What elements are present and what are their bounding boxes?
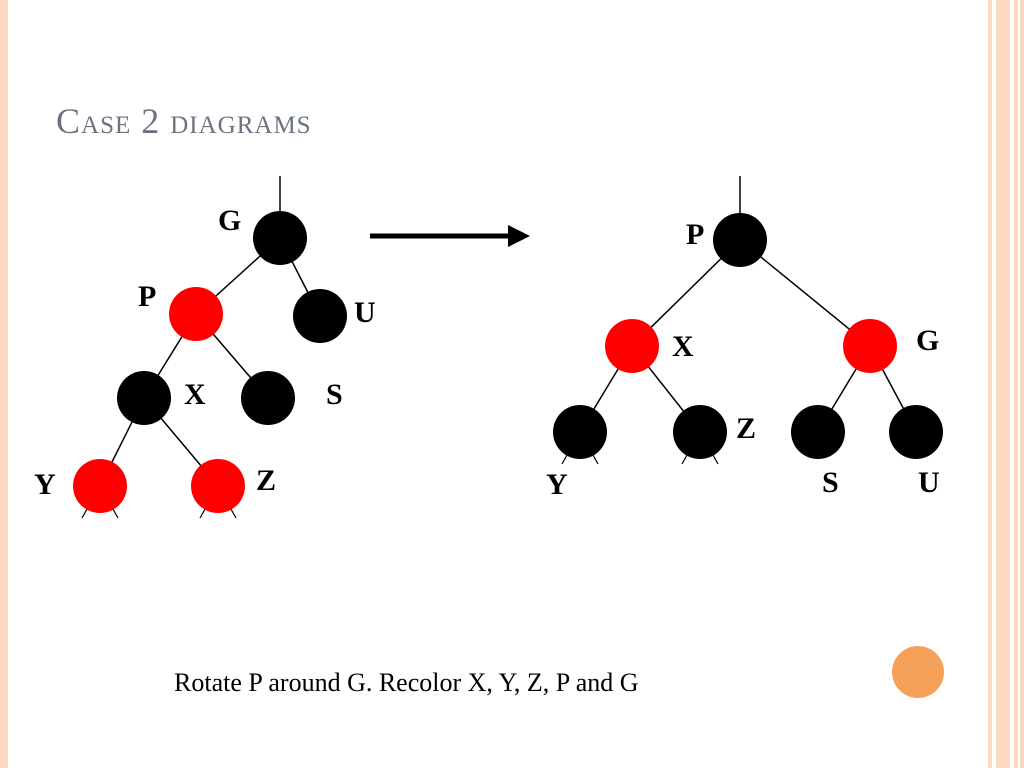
right-tree-node-S [791,405,845,459]
right-tree-node-U [889,405,943,459]
right-tree-label-Z: Z [736,412,756,445]
left-tree-label-Z: Z [256,464,276,497]
diagram-canvas: G P U X S Y Z P X G Y Z S U [0,0,1024,768]
left-tree-label-S: S [326,378,343,411]
right-tree-node-Z [673,405,727,459]
left-tree-label-X: X [184,378,206,411]
left-tree-node-X [117,371,171,425]
right-tree-label-U: U [918,466,940,499]
left-tree-label-G: G [218,204,241,237]
left-tree-node-Y [73,459,127,513]
right-tree-node-X [605,319,659,373]
right-tree-node-P [713,213,767,267]
right-tree-label-P: P [686,218,704,251]
left-tree-label-P: P [138,280,156,313]
left-tree-label-Y: Y [34,468,56,501]
left-tree-node-S [241,371,295,425]
right-tree-label-S: S [822,466,839,499]
left-tree-label-U: U [354,296,376,329]
right-tree-node-G [843,319,897,373]
transform-arrow-head [508,225,530,247]
left-tree-node-G [253,211,307,265]
right-tree-label-Y: Y [546,468,568,501]
left-tree-node-P [169,287,223,341]
right-tree-label-G: G [916,324,939,357]
right-tree-node-Y [553,405,607,459]
right-tree-label-X: X [672,330,694,363]
left-tree-node-U [293,289,347,343]
left-tree-node-Z [191,459,245,513]
